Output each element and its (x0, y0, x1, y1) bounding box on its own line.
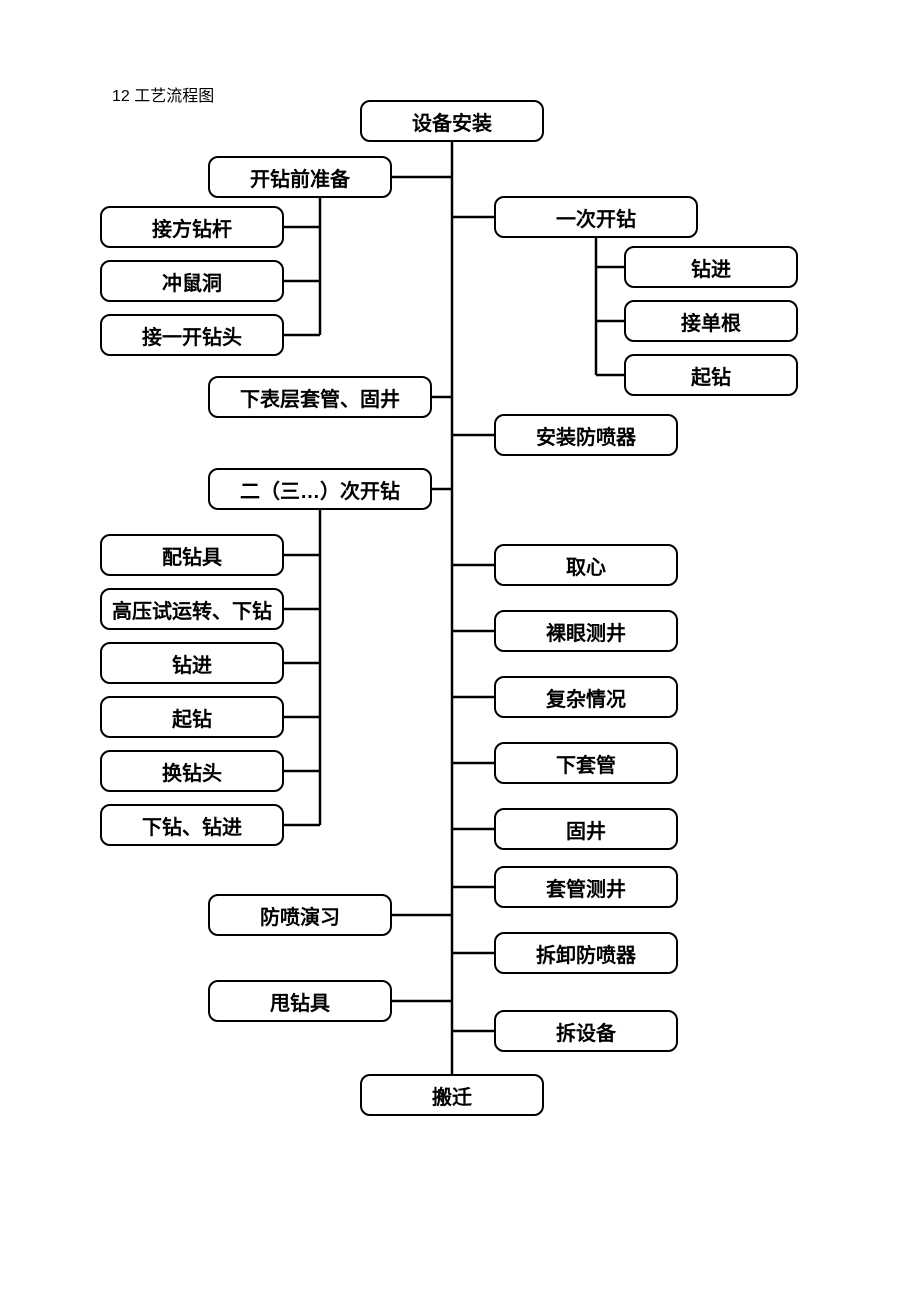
flow-node-n_remove_bop: 拆卸防喷器 (494, 932, 678, 974)
flow-node-n_bit1: 接一开钻头 (100, 314, 284, 356)
flow-node-n_coring: 取心 (494, 544, 678, 586)
flow-node-n_change_bit: 换钻头 (100, 750, 284, 792)
flow-node-n_tripout1: 起钻 (624, 354, 798, 396)
flowchart-page: 12 工艺流程图 设备安装开钻前准备接方钻杆冲鼠洞接一开钻头一次开钻钻进接单根起… (0, 0, 920, 1301)
flow-node-n_trip_drill: 下钻、钻进 (100, 804, 284, 846)
flow-node-n_casedlog: 套管测井 (494, 866, 678, 908)
flow-node-n_bop_drill: 防喷演习 (208, 894, 392, 936)
flow-node-n_drilling2: 钻进 (100, 642, 284, 684)
flow-node-n_mousehole: 冲鼠洞 (100, 260, 284, 302)
flow-node-n_pre_drill: 开钻前准备 (208, 156, 392, 198)
flow-node-n_first_drill: 一次开钻 (494, 196, 698, 238)
flow-node-n_surface_casing: 下表层套管、固井 (208, 376, 432, 418)
flow-node-n_second_drill: 二（三…）次开钻 (208, 468, 432, 510)
flow-node-n_single: 接单根 (624, 300, 798, 342)
flow-node-n_tripout2: 起钻 (100, 696, 284, 738)
flow-node-n_equip_install: 设备安装 (360, 100, 544, 142)
flow-node-n_kelly: 接方钻杆 (100, 206, 284, 248)
flow-node-n_laydown: 甩钻具 (208, 980, 392, 1022)
flow-node-n_bha: 配钻具 (100, 534, 284, 576)
flow-node-n_move: 搬迁 (360, 1074, 544, 1116)
flow-node-n_openlog: 裸眼测井 (494, 610, 678, 652)
flow-node-n_run_casing: 下套管 (494, 742, 678, 784)
flow-node-n_complex: 复杂情况 (494, 676, 678, 718)
flow-node-n_cementing: 固井 (494, 808, 678, 850)
flow-node-n_drilling1: 钻进 (624, 246, 798, 288)
flow-node-n_hp_trip: 高压试运转、下钻 (100, 588, 284, 630)
flow-node-n_teardown: 拆设备 (494, 1010, 678, 1052)
page-title: 12 工艺流程图 (112, 82, 214, 106)
flow-node-n_install_bop: 安装防喷器 (494, 414, 678, 456)
